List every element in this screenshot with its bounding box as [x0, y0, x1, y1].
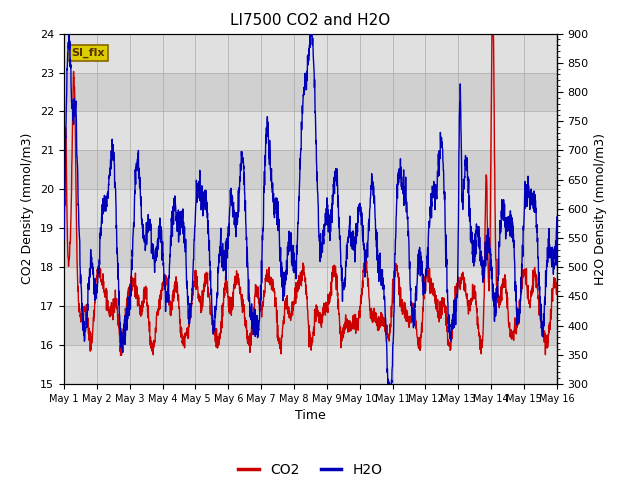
Bar	[64, 345, 557, 384]
Bar	[64, 72, 557, 111]
Bar	[64, 189, 557, 228]
Text: SI_flx: SI_flx	[72, 48, 105, 58]
Bar	[64, 34, 557, 72]
Bar	[64, 111, 557, 150]
Bar	[64, 306, 557, 345]
Bar	[64, 267, 557, 306]
Bar	[64, 228, 557, 267]
Title: LI7500 CO2 and H2O: LI7500 CO2 and H2O	[230, 13, 390, 28]
Bar	[64, 150, 557, 189]
Y-axis label: H2O Density (mmol/m3): H2O Density (mmol/m3)	[594, 133, 607, 285]
X-axis label: Time: Time	[295, 409, 326, 422]
Y-axis label: CO2 Density (mmol/m3): CO2 Density (mmol/m3)	[22, 133, 35, 285]
Legend: CO2, H2O: CO2, H2O	[233, 457, 388, 480]
